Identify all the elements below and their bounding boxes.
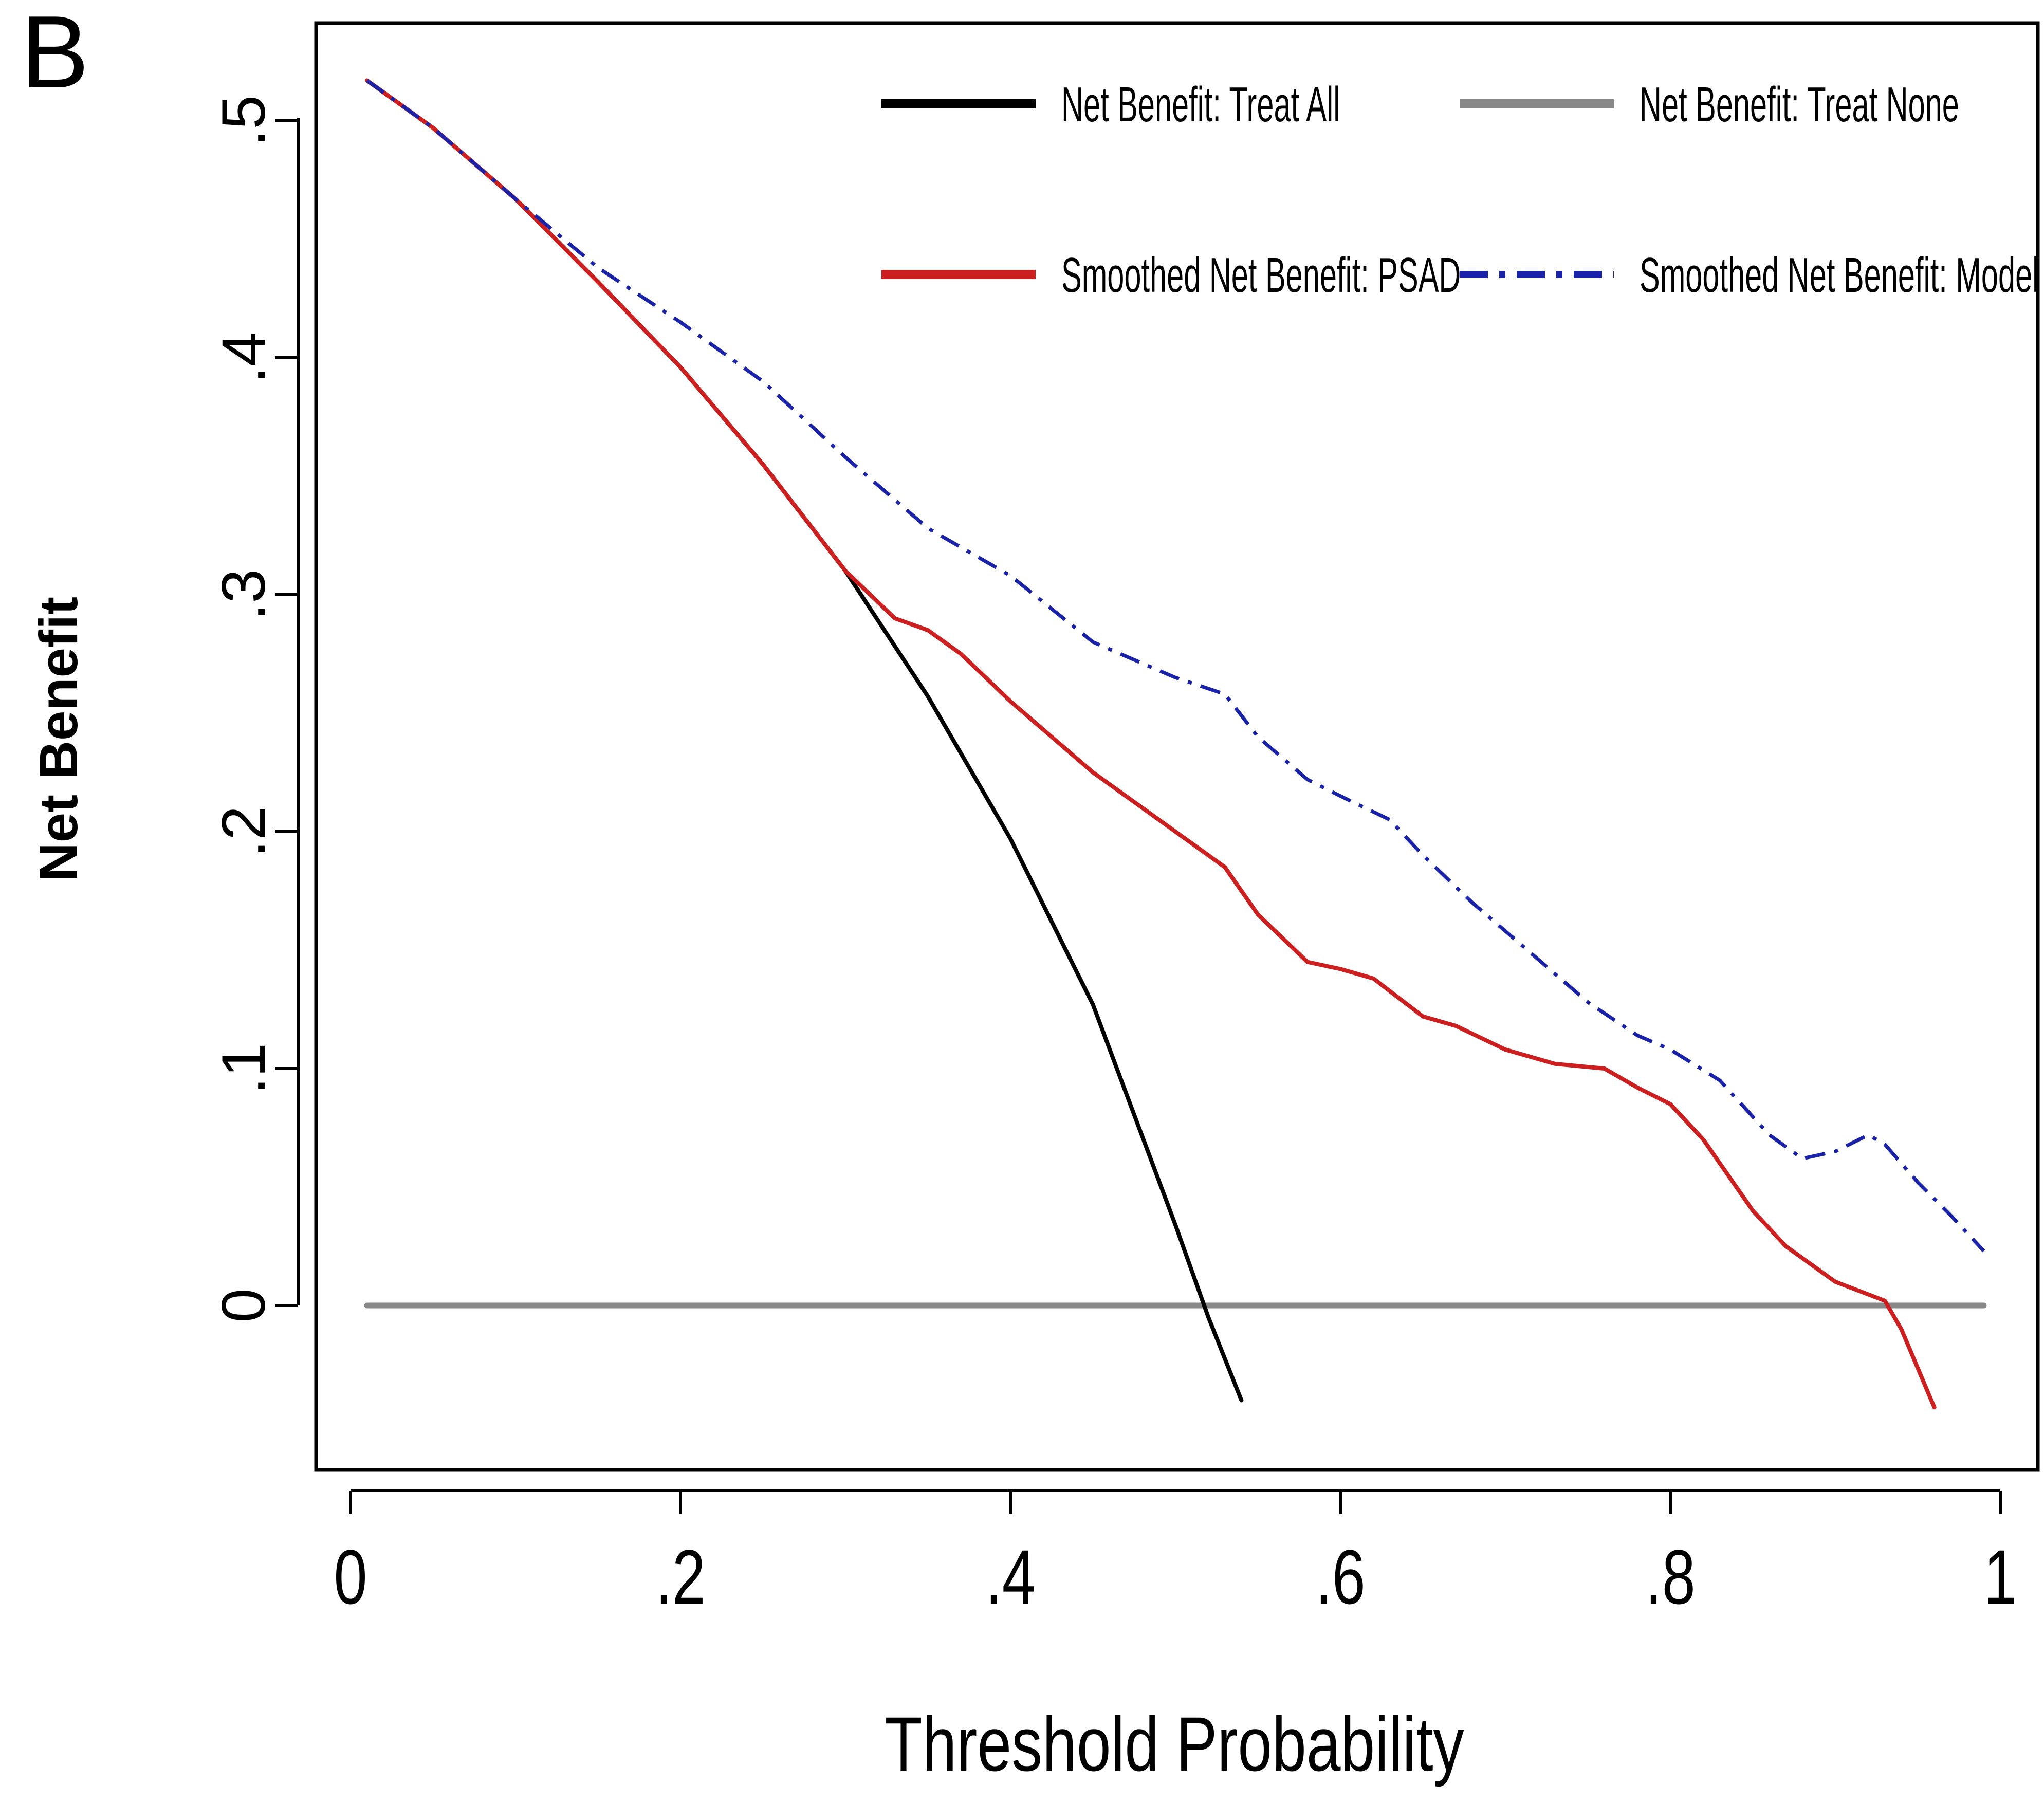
legend-item-treat-none: Net Benefit: Treat None bbox=[1460, 77, 1959, 132]
legend-label-treat-all: Net Benefit: Treat All bbox=[1061, 77, 1340, 132]
legend: Net Benefit: Treat All Net Benefit: Trea… bbox=[881, 77, 2039, 302]
y-ticks: 0 .1 .2 .3 .4 .5 bbox=[209, 95, 298, 1322]
y-tick-label: .2 bbox=[209, 806, 278, 857]
series-layer bbox=[364, 78, 1987, 1410]
y-tick-label: 0 bbox=[209, 1289, 278, 1323]
x-axis-title: Threshold Probability bbox=[885, 1701, 1464, 1787]
x-tick-label: 1 bbox=[1983, 1534, 2017, 1620]
legend-label-model: Smoothed Net Benefit: Model bbox=[1640, 247, 2039, 302]
x-tick-label: .6 bbox=[1315, 1534, 1366, 1620]
y-tick-label: .5 bbox=[209, 95, 278, 146]
legend-item-treat-all: Net Benefit: Treat All bbox=[881, 77, 1340, 132]
y-axis-title: Net Benefit bbox=[29, 597, 89, 881]
legend-label-psad: Smoothed Net Benefit: PSAD bbox=[1061, 247, 1461, 302]
x-ticks: 0 .2 .4 .6 .8 1 bbox=[334, 1491, 2017, 1620]
panel-label: B bbox=[21, 0, 89, 109]
legend-item-psad: Smoothed Net Benefit: PSAD bbox=[881, 247, 1461, 302]
legend-label-treat-none: Net Benefit: Treat None bbox=[1640, 77, 1959, 132]
series-line-smoothed-net-benefit-psad bbox=[365, 78, 1937, 1410]
y-tick-label: .1 bbox=[209, 1043, 278, 1094]
x-tick-label: .8 bbox=[1645, 1534, 1696, 1620]
x-tick-label: .2 bbox=[655, 1534, 706, 1620]
x-tick-label: 0 bbox=[334, 1534, 367, 1620]
x-tick-label: .4 bbox=[985, 1534, 1036, 1620]
legend-item-model: Smoothed Net Benefit: Model bbox=[1460, 247, 2039, 302]
y-tick-label: .4 bbox=[209, 332, 278, 383]
plot-frame bbox=[314, 21, 2040, 1472]
y-tick-label: .3 bbox=[209, 569, 278, 620]
series-line-smoothed-net-benefit-model bbox=[366, 79, 1985, 1253]
